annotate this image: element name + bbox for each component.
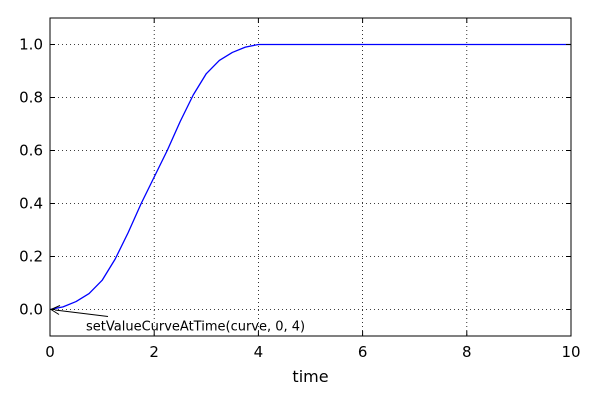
y-tick-label: 0.2 bbox=[19, 248, 43, 266]
y-tick-label: 0.8 bbox=[19, 89, 43, 107]
y-tick-label: 1.0 bbox=[19, 36, 43, 54]
annotation-arrowhead bbox=[49, 305, 61, 315]
annotation-arrow bbox=[54, 309, 109, 317]
x-tick-label: 0 bbox=[45, 343, 55, 361]
annotation-text: setValueCurveAtTime(curve, 0, 4) bbox=[86, 320, 305, 335]
y-tick-label: 0.6 bbox=[19, 142, 43, 160]
x-axis-label: time bbox=[292, 367, 328, 386]
series-layer bbox=[49, 43, 571, 311]
plot-frame bbox=[49, 17, 572, 337]
x-tick-label: 6 bbox=[358, 343, 368, 361]
ticks-layer: 0 2 4 6 8 10 0.0 0.2 0.4 0.6 0.8 1.0 bbox=[19, 18, 581, 361]
x-tick-label: 10 bbox=[561, 343, 580, 361]
x-tick-label: 2 bbox=[149, 343, 159, 361]
y-tick-label: 0.0 bbox=[19, 301, 43, 319]
annotation-layer: setValueCurveAtTime(curve, 0, 4) bbox=[49, 305, 305, 335]
x-tick-label: 8 bbox=[462, 343, 472, 361]
series-line bbox=[49, 43, 571, 311]
x-tick-label: 4 bbox=[254, 343, 264, 361]
y-tick-label: 0.4 bbox=[19, 195, 43, 213]
